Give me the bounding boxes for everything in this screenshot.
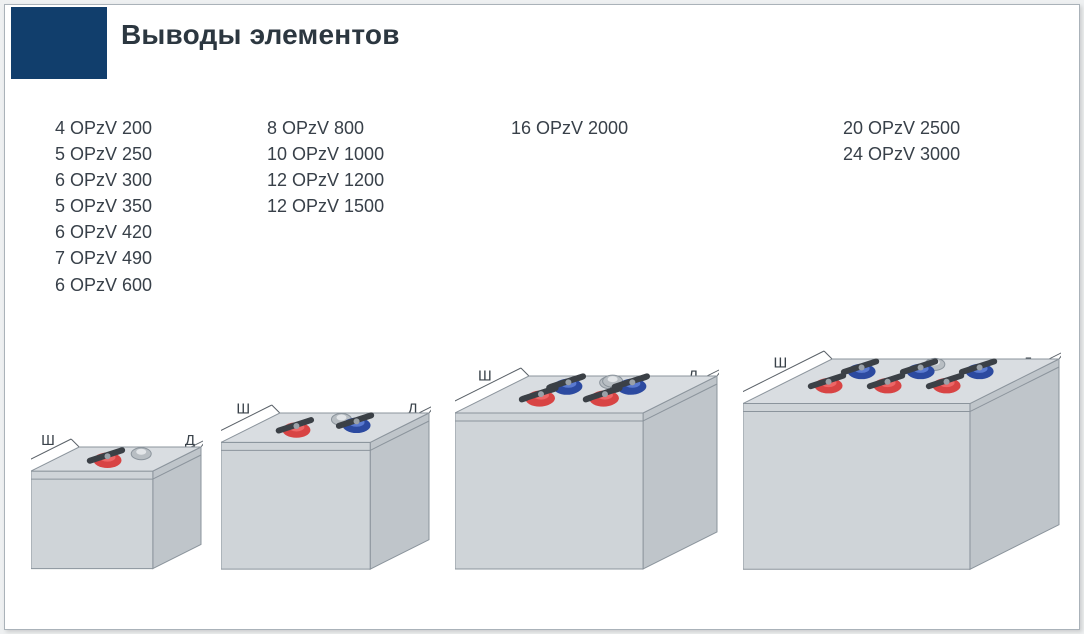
battery-1: ШД (31, 401, 203, 599)
model-label: 6 OPzV 600 (55, 272, 152, 298)
model-label: 8 OPzV 800 (267, 115, 384, 141)
model-label: 6 OPzV 300 (55, 167, 152, 193)
battery-3: ШД (455, 330, 719, 599)
battery-4: ШД (743, 313, 1061, 599)
model-label: 7 OPzV 490 (55, 245, 152, 271)
model-label: 10 OPzV 1000 (267, 141, 384, 167)
model-label: 6 OPzV 420 (55, 219, 152, 245)
svg-text:Ш: Ш (41, 432, 55, 449)
page-frame: Выводы элементов 4 OPzV 2005 OPzV 2506 O… (4, 4, 1080, 630)
svg-text:Ш: Ш (478, 368, 492, 385)
header-accent-square (11, 7, 107, 79)
model-list-col4: 20 OPzV 250024 OPzV 3000 (843, 115, 960, 167)
model-label: 16 OPzV 2000 (511, 115, 628, 141)
battery-figure-row: ШД ШД ШД ШД (5, 309, 1079, 599)
model-label: 5 OPzV 250 (55, 141, 152, 167)
model-label: 12 OPzV 1200 (267, 167, 384, 193)
svg-text:Д: Д (185, 432, 195, 449)
model-label: 4 OPzV 200 (55, 115, 152, 141)
model-list-col1: 4 OPzV 2005 OPzV 2506 OPzV 3005 OPzV 350… (55, 115, 152, 298)
model-label: 20 OPzV 2500 (843, 115, 960, 141)
page-title: Выводы элементов (121, 19, 400, 51)
svg-text:Ш: Ш (236, 401, 250, 418)
model-list-col2: 8 OPzV 80010 OPzV 100012 OPzV 120012 OPz… (267, 115, 384, 219)
model-label: 24 OPzV 3000 (843, 141, 960, 167)
svg-text:Ш: Ш (774, 354, 788, 371)
model-label: 12 OPzV 1500 (267, 193, 384, 219)
model-label: 5 OPzV 350 (55, 193, 152, 219)
battery-2: ШД (221, 367, 431, 599)
model-list-col3: 16 OPzV 2000 (511, 115, 628, 141)
